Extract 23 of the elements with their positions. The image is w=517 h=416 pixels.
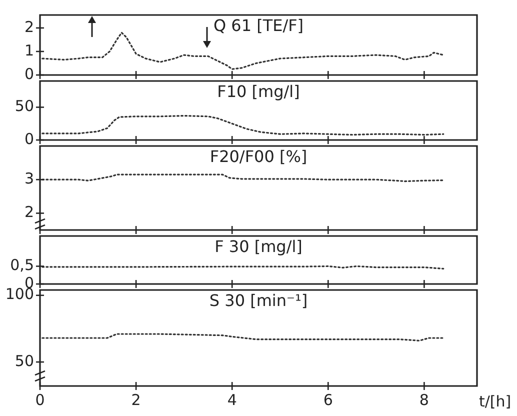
chart-title: F 30 [mg/l] [214,237,302,256]
y-tick-label: 50 [14,97,34,116]
chart-title: S 30 [min⁻¹] [209,291,308,310]
y-tick-label: 3 [24,169,34,188]
y-tick-label: 0 [24,130,34,148]
line-series [42,114,444,136]
y-tick-label: 2 [24,18,34,36]
y-tick-label: 50 [14,352,34,370]
x-tick-label: 2 [131,390,141,409]
y-tick-label: 2 [24,203,34,222]
chart-title: F10 [mg/l] [217,82,300,102]
line-series [42,333,444,342]
x-tick-label: 6 [323,390,333,409]
y-tick-label: 0 [24,64,34,83]
line-series [42,174,444,182]
line-series [42,32,444,70]
y-tick-label: 1 [24,41,34,60]
x-axis-title: t/[h] [479,392,512,410]
chart-title: F20/F00 [%] [210,147,308,166]
y-tick-label: 0,5 [10,256,34,274]
chart-title: Q 61 [TE/F] [213,16,304,36]
x-tick-label: 8 [419,390,429,409]
x-tick-label: 4 [227,390,237,409]
